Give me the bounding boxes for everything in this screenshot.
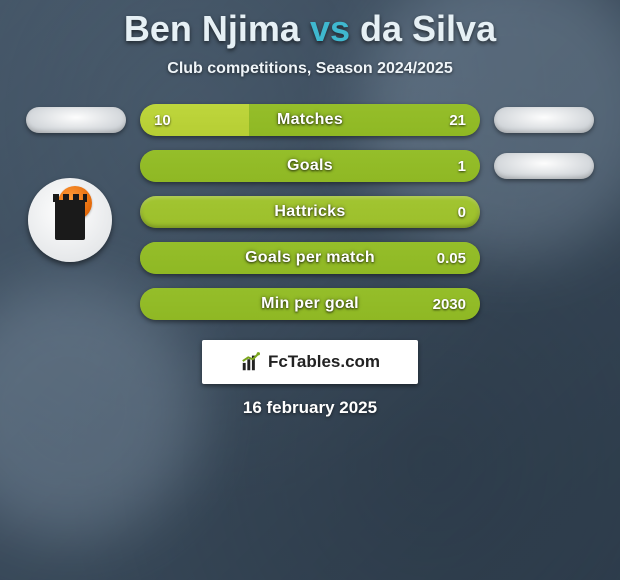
stat-bar: Goals per match0.05 (140, 242, 480, 274)
subtitle: Club competitions, Season 2024/2025 (0, 60, 620, 78)
stat-bar: Matches10 21 (140, 104, 480, 136)
page-title: Ben Njima vs da Silva (0, 8, 620, 50)
club-logo-left (28, 178, 112, 262)
stat-value-right: 1 (458, 158, 466, 175)
stat-bar: Min per goal2030 (140, 288, 480, 320)
side-badge-right (494, 153, 594, 179)
date-text: 16 february 2025 (0, 398, 620, 418)
stat-label: Hattricks (140, 203, 480, 221)
stat-row: Goals1 (0, 150, 620, 182)
stat-row: Matches10 21 (0, 104, 620, 136)
side-badge-left (26, 107, 126, 133)
fort-icon (55, 200, 85, 240)
stat-bar: Hattricks0 (140, 196, 480, 228)
stat-label: Min per goal (140, 295, 480, 313)
stat-row: Min per goal2030 (0, 288, 620, 320)
vs-text: vs (310, 8, 350, 49)
player2-name: da Silva (360, 8, 496, 49)
brand-box: FcTables.com (202, 340, 418, 384)
stat-bar: Goals1 (140, 150, 480, 182)
stat-value-right: 0.05 (437, 250, 466, 267)
player1-name: Ben Njima (124, 8, 300, 49)
stat-value-right: 0 (458, 204, 466, 221)
brand-name: FcTables.com (268, 352, 380, 372)
stat-value-left: 10 (154, 112, 171, 129)
stat-value-right: 2030 (433, 296, 466, 313)
stat-value-right: 21 (449, 112, 466, 129)
stat-label: Goals per match (140, 249, 480, 267)
stat-label: Matches (140, 111, 480, 129)
stat-label: Goals (140, 157, 480, 175)
chart-icon (240, 351, 262, 373)
side-badge-right (494, 107, 594, 133)
